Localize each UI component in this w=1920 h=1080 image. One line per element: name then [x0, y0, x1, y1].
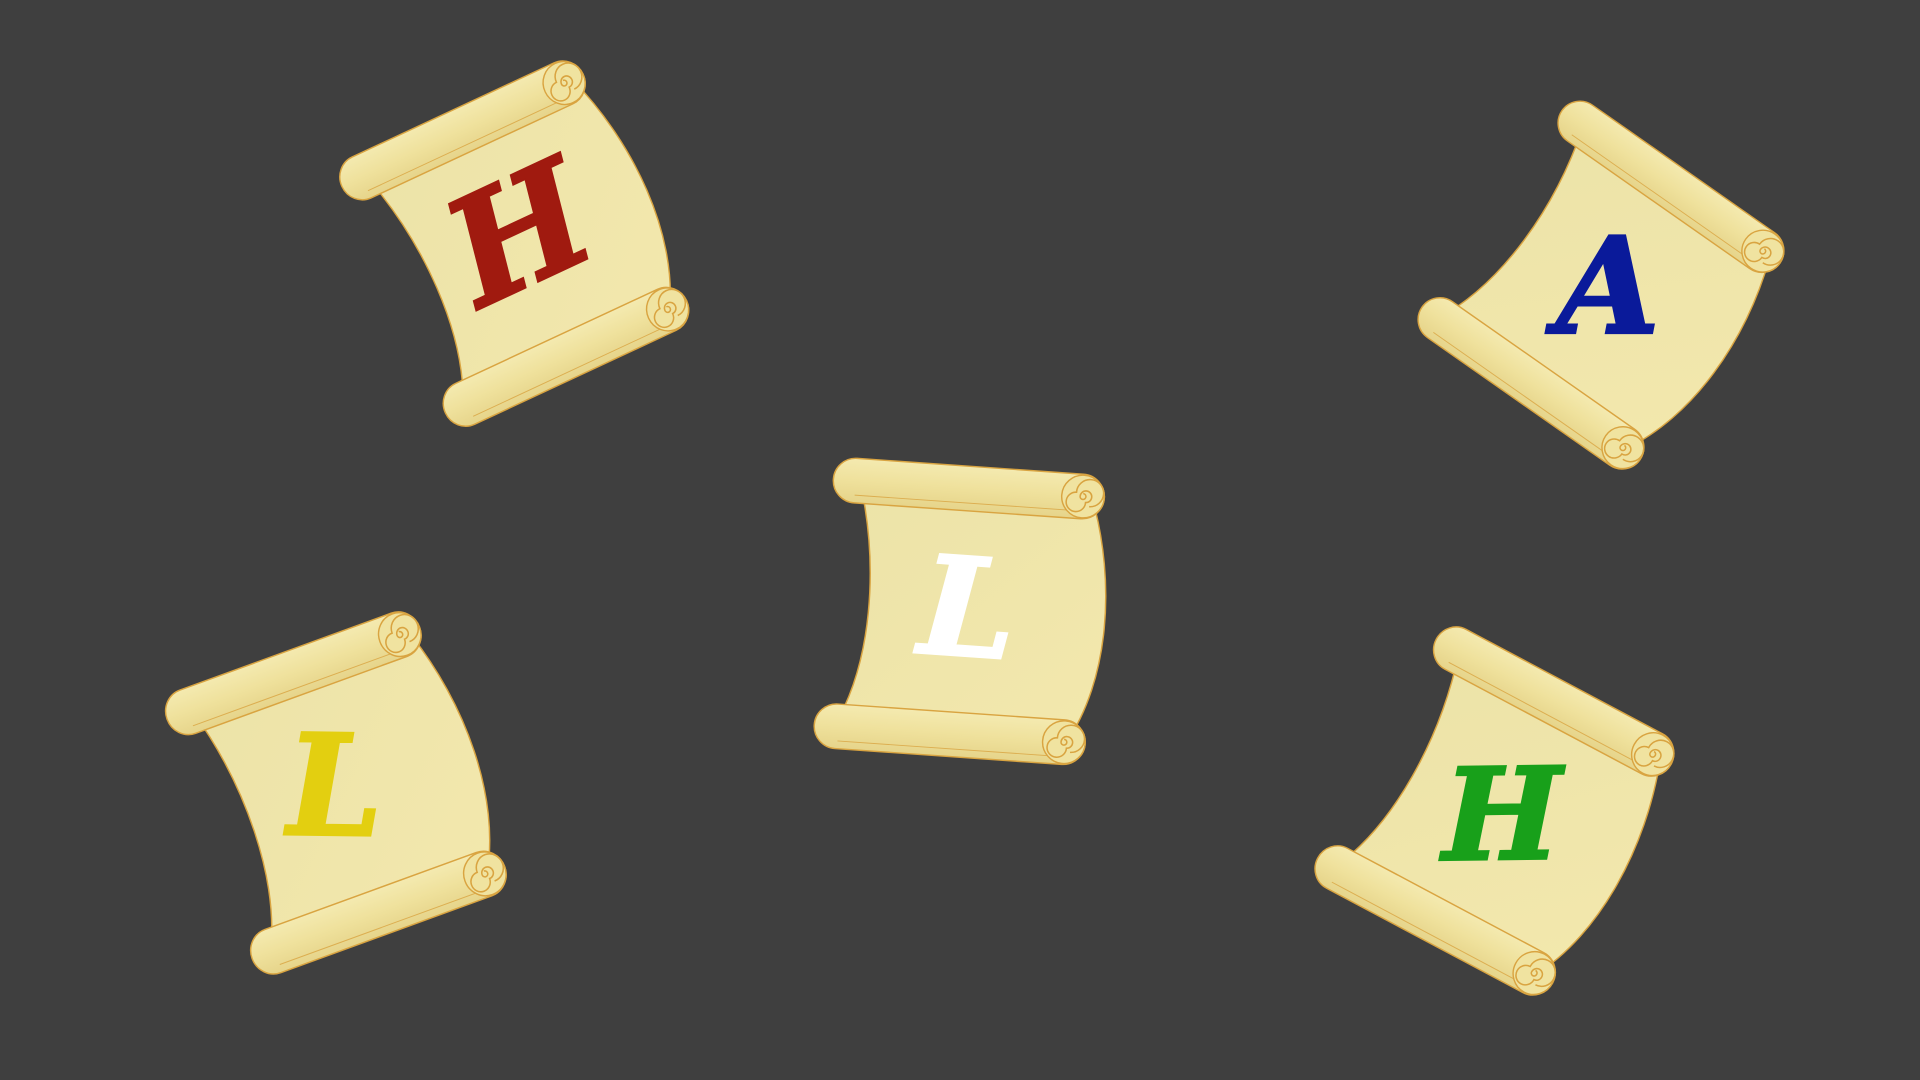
scroll-green[interactable]: H — [1306, 617, 1691, 1009]
scroll-red[interactable]: H — [329, 49, 707, 435]
scroll-green-letter: H — [1439, 739, 1565, 890]
scroll-blue[interactable]: A — [1408, 90, 1801, 485]
scroll-blue-letter: A — [1545, 209, 1659, 365]
scroll-white-letter: L — [911, 525, 1021, 692]
scroll-yellow[interactable]: L — [156, 601, 524, 982]
scroll-yellow-letter: L — [282, 704, 383, 869]
scroll-white[interactable]: L — [811, 455, 1116, 768]
